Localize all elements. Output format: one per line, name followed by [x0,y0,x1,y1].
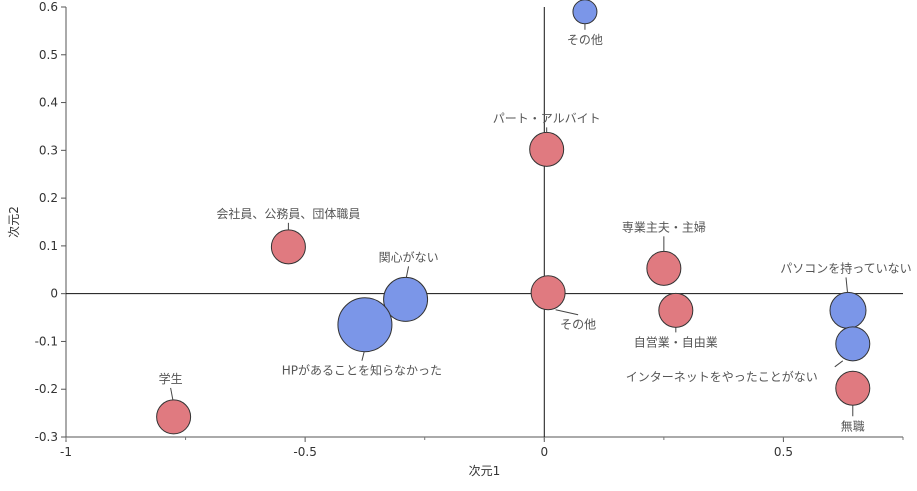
point-red-1 [529,131,565,167]
y-tick-label: 0.1 [39,239,58,253]
x-axis-title: 次元1 [469,464,501,478]
y-tick-label: 0.6 [39,0,58,14]
point-red-11 [156,399,192,435]
point-blue-0 [572,0,598,25]
point-label: パソコンを持っていない [780,260,911,275]
y-tick-label: 0.2 [39,191,58,205]
point-red-7 [658,292,694,328]
point-leader-line [405,266,410,278]
point-leader-line [170,387,174,401]
point-label: 関心がない [379,249,439,264]
x-tick-label: -1 [60,445,72,459]
point-label: 会社員、公務員、団体職員 [216,206,360,221]
point-red-6 [646,250,682,286]
x-tick-label: 0 [540,445,548,459]
point-label: インターネットをやったことがない [626,369,818,384]
point-red-2 [270,229,306,265]
axes-layer: -1 -0.5 0 0.5 -0.3 -0.2 -0.1 0 0.1 0.2 0.3 0.4 0.5 0.… [35,0,904,459]
y-tick-label: 0.3 [39,143,58,157]
labels-layer: その他パート・アルバイト会社員、公務員、団体職員関心がないHPがあることを知らな… [159,23,912,433]
point-label: 専業主夫・主婦 [622,219,706,234]
y-tick-label: -0.2 [35,382,58,396]
point-label: 学生 [159,371,183,386]
point-blue-4 [337,297,393,353]
point-leader-line [361,351,365,361]
y-tick-label: -0.1 [35,334,58,348]
y-tick-label: -0.3 [35,430,58,444]
y-tick-label: 0 [50,287,58,301]
point-red-5 [530,275,566,311]
point-label: 無職 [841,418,865,433]
points-layer [156,0,871,435]
point-leader-line [834,360,844,368]
point-leader-line [555,309,579,316]
point-label: パート・アルバイト [493,111,601,125]
point-leader-line [845,277,848,293]
point-red-10 [835,370,871,406]
y-axis-title: 次元2 [7,206,21,238]
point-label: HPがあることを知らなかった [282,363,442,378]
point-blue-9 [835,326,871,362]
y-tick-label: 0.4 [39,96,58,110]
point-label: その他 [567,33,603,47]
point-label: その他 [560,318,596,332]
y-tick-label: 0.5 [39,48,58,62]
x-tick-label: -0.5 [293,445,316,459]
point-blue-3 [383,276,429,322]
point-blue-8 [829,291,867,329]
point-label: 自営業・自由業 [634,335,718,349]
x-tick-label: 0.5 [774,445,793,459]
